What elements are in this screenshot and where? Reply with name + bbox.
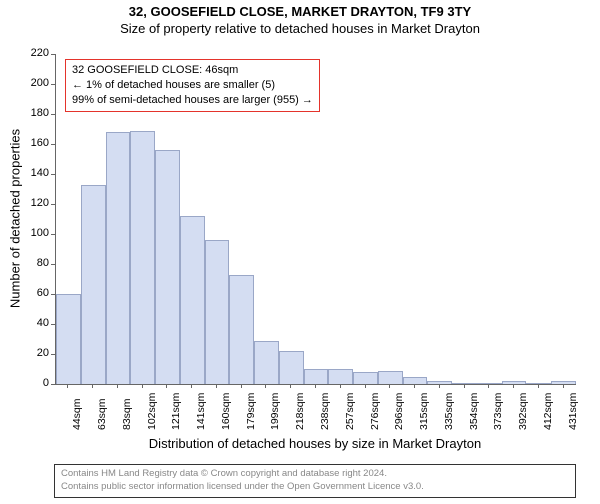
y-tick-label: 200 <box>23 77 49 89</box>
x-tick-mark <box>389 384 390 388</box>
x-tick-label: 102sqm <box>146 393 158 430</box>
histogram-bar <box>353 372 378 384</box>
x-tick-label: 83sqm <box>121 398 133 430</box>
y-tick-mark <box>51 264 55 265</box>
y-tick-label: 220 <box>23 47 49 59</box>
x-tick-mark <box>365 384 366 388</box>
x-tick-mark <box>92 384 93 388</box>
x-tick-mark <box>513 384 514 388</box>
x-tick-mark <box>315 384 316 388</box>
histogram-bar <box>427 381 452 384</box>
y-tick-mark <box>51 354 55 355</box>
x-tick-label: 296sqm <box>393 393 405 430</box>
annotation-line: 32 GOOSEFIELD CLOSE: 46sqm <box>72 63 313 78</box>
histogram-bar <box>56 294 81 384</box>
y-tick-mark <box>51 54 55 55</box>
x-tick-label: 218sqm <box>294 393 306 430</box>
y-tick-label: 100 <box>23 227 49 239</box>
x-tick-label: 335sqm <box>443 393 455 430</box>
x-tick-mark <box>265 384 266 388</box>
x-tick-label: 179sqm <box>245 393 257 430</box>
y-tick-label: 80 <box>23 257 49 269</box>
footer-line: Contains public sector information licen… <box>61 481 569 494</box>
histogram-bar <box>279 351 304 384</box>
histogram-bar <box>452 383 477 384</box>
y-tick-label: 160 <box>23 137 49 149</box>
x-tick-mark <box>166 384 167 388</box>
x-tick-label: 121sqm <box>170 393 182 430</box>
x-tick-mark <box>563 384 564 388</box>
histogram-bar <box>328 369 353 384</box>
x-tick-label: 63sqm <box>96 398 108 430</box>
y-tick-mark <box>51 174 55 175</box>
histogram-bar <box>205 240 230 384</box>
x-tick-label: 160sqm <box>220 393 232 430</box>
x-tick-label: 315sqm <box>418 393 430 430</box>
x-tick-label: 392sqm <box>517 393 529 430</box>
x-tick-label: 199sqm <box>269 393 281 430</box>
y-tick-label: 180 <box>23 107 49 119</box>
y-tick-label: 120 <box>23 197 49 209</box>
histogram-bar <box>403 377 428 385</box>
x-tick-mark <box>241 384 242 388</box>
y-tick-mark <box>51 234 55 235</box>
y-tick-mark <box>51 294 55 295</box>
x-tick-mark <box>464 384 465 388</box>
x-tick-label: 257sqm <box>344 393 356 430</box>
histogram-bar <box>130 131 155 385</box>
annotation-line: ← 1% of detached houses are smaller (5) <box>72 78 313 93</box>
x-tick-mark <box>538 384 539 388</box>
x-tick-label: 141sqm <box>195 393 207 430</box>
histogram-bar <box>378 371 403 385</box>
histogram-bar <box>229 275 254 385</box>
histogram-bar <box>81 185 106 385</box>
x-tick-mark <box>191 384 192 388</box>
footer-line: Contains HM Land Registry data © Crown c… <box>61 468 569 481</box>
x-tick-mark <box>290 384 291 388</box>
y-tick-mark <box>51 144 55 145</box>
x-tick-label: 44sqm <box>71 398 83 430</box>
annotation-box: 32 GOOSEFIELD CLOSE: 46sqm← 1% of detach… <box>65 59 320 112</box>
histogram-bar <box>304 369 329 384</box>
x-tick-label: 238sqm <box>319 393 331 430</box>
x-tick-mark <box>142 384 143 388</box>
y-tick-label: 0 <box>23 377 49 389</box>
histogram-bar <box>155 150 180 384</box>
annotation-line: 99% of semi-detached houses are larger (… <box>72 93 313 108</box>
x-tick-mark <box>117 384 118 388</box>
x-axis-label: Distribution of detached houses by size … <box>55 436 575 451</box>
histogram-bar <box>551 381 576 384</box>
x-tick-mark <box>488 384 489 388</box>
x-tick-mark <box>340 384 341 388</box>
y-tick-mark <box>51 324 55 325</box>
histogram-bar <box>254 341 279 385</box>
y-tick-mark <box>51 204 55 205</box>
x-tick-label: 431sqm <box>567 393 579 430</box>
histogram-bar <box>106 132 131 384</box>
histogram-bar <box>526 383 551 384</box>
x-tick-label: 354sqm <box>468 393 480 430</box>
x-tick-label: 412sqm <box>542 393 554 430</box>
histogram-bar <box>180 216 205 384</box>
y-tick-label: 20 <box>23 347 49 359</box>
y-tick-mark <box>51 384 55 385</box>
x-tick-mark <box>439 384 440 388</box>
chart-title-main: 32, GOOSEFIELD CLOSE, MARKET DRAYTON, TF… <box>0 4 600 19</box>
y-tick-mark <box>51 114 55 115</box>
y-tick-label: 60 <box>23 287 49 299</box>
x-tick-label: 373sqm <box>492 393 504 430</box>
chart-title-sub: Size of property relative to detached ho… <box>0 21 600 36</box>
y-tick-label: 140 <box>23 167 49 179</box>
footer-attribution: Contains HM Land Registry data © Crown c… <box>54 464 576 498</box>
x-tick-label: 276sqm <box>369 393 381 430</box>
y-axis-label: Number of detached properties <box>8 119 23 319</box>
y-tick-mark <box>51 84 55 85</box>
x-tick-mark <box>414 384 415 388</box>
y-tick-label: 40 <box>23 317 49 329</box>
x-tick-mark <box>216 384 217 388</box>
x-tick-mark <box>67 384 68 388</box>
